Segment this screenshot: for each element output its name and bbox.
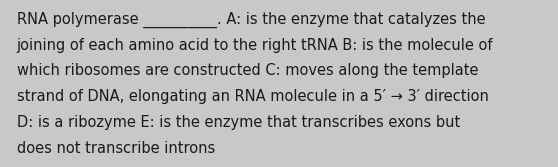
Text: D: is a ribozyme E: is the enzyme that transcribes exons but: D: is a ribozyme E: is the enzyme that t…	[17, 115, 460, 130]
Text: which ribosomes are constructed C: moves along the template: which ribosomes are constructed C: moves…	[17, 63, 478, 78]
Text: strand of DNA, elongating an RNA molecule in a 5′ → 3′ direction: strand of DNA, elongating an RNA molecul…	[17, 89, 489, 104]
Text: does not transcribe introns: does not transcribe introns	[17, 141, 215, 156]
Text: joining of each amino acid to the right tRNA B: is the molecule of: joining of each amino acid to the right …	[17, 38, 493, 53]
Text: RNA polymerase __________. A: is the enzyme that catalyzes the: RNA polymerase __________. A: is the enz…	[17, 12, 485, 28]
